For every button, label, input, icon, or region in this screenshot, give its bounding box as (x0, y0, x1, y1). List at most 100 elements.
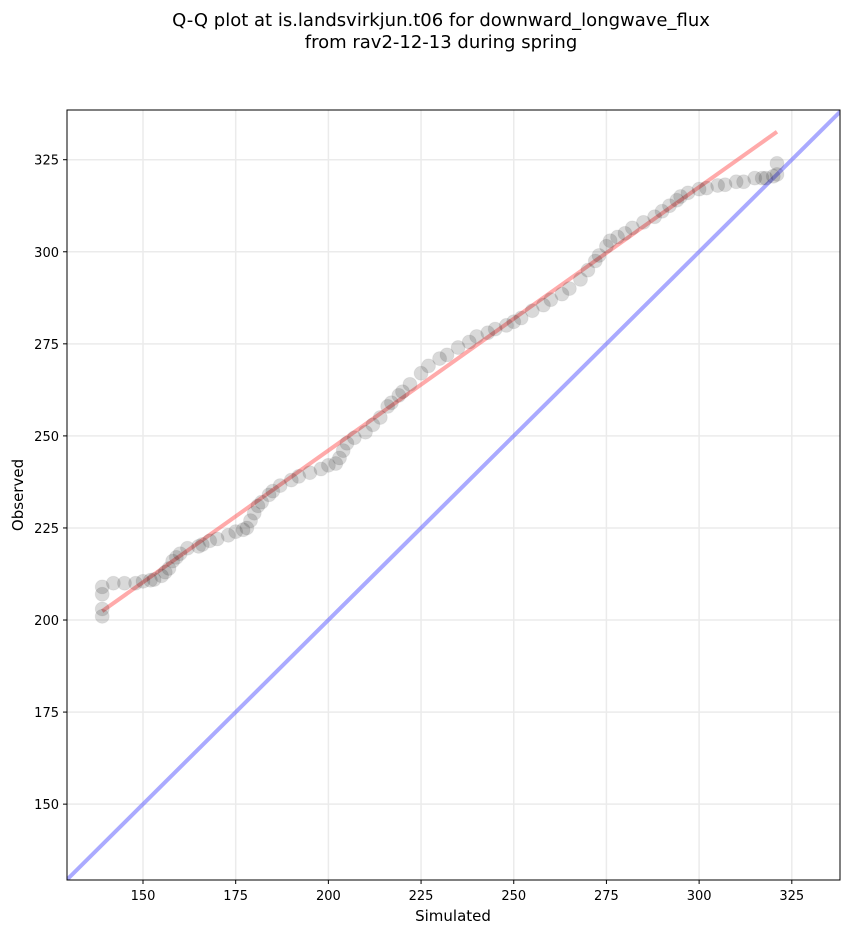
data-point (506, 314, 522, 330)
data-point (587, 253, 603, 269)
data-point (647, 209, 663, 225)
data-point (239, 520, 255, 536)
x-tick-label: 150 (131, 889, 156, 904)
data-point (617, 225, 633, 241)
identity-line (67, 110, 840, 880)
fit-line (101, 130, 779, 613)
data-point (372, 409, 388, 425)
data-point (543, 292, 559, 308)
x-tick-label: 275 (594, 889, 619, 904)
x-tick-label: 200 (316, 889, 341, 904)
data-point (94, 579, 110, 595)
data-point (754, 170, 770, 186)
data-point (220, 527, 236, 543)
data-point (535, 297, 551, 313)
data-point (202, 533, 218, 549)
y-tick-label: 325 (34, 154, 59, 169)
data-point (243, 513, 259, 529)
data-point (246, 505, 262, 521)
grid (67, 110, 840, 880)
x-tick-label: 175 (223, 889, 248, 904)
data-point (135, 573, 151, 589)
data-point (179, 540, 195, 556)
y-axis-label: Observed (9, 459, 27, 531)
data-point (357, 424, 373, 440)
data-point (165, 553, 181, 569)
data-point (554, 286, 570, 302)
data-point (420, 358, 436, 374)
data-point (710, 177, 726, 193)
data-point (395, 384, 411, 400)
y-tick-label: 275 (34, 338, 59, 353)
data-point (168, 549, 184, 565)
data-point (669, 192, 685, 208)
data-point (320, 457, 336, 473)
x-tick-label: 300 (687, 889, 712, 904)
data-point (380, 398, 396, 414)
y-tick-label: 250 (34, 430, 59, 445)
data-point (105, 575, 121, 591)
data-point (699, 180, 715, 196)
data-point (283, 472, 299, 488)
data-point (335, 443, 351, 459)
data-point (461, 334, 477, 350)
data-point (602, 233, 618, 249)
y-tick-label: 175 (34, 706, 59, 721)
data-point (513, 310, 529, 326)
data-point (228, 524, 244, 540)
data-point (487, 321, 503, 337)
data-point (191, 538, 207, 554)
data-point (94, 586, 110, 602)
data-point (146, 572, 162, 588)
data-point (591, 247, 607, 263)
data-point (598, 238, 614, 254)
data-point (128, 575, 144, 591)
data-point (302, 465, 318, 481)
y-tick-label: 300 (34, 246, 59, 261)
data-point (717, 177, 733, 193)
data-point (402, 376, 418, 392)
data-point (572, 271, 588, 287)
chart-title-line1: Q-Q plot at is.landsvirkjun.t06 for down… (172, 10, 710, 31)
data-point (758, 170, 774, 186)
data-point (172, 546, 188, 562)
data-point (161, 560, 177, 576)
data-point (769, 155, 785, 171)
data-point (498, 317, 514, 333)
data-point (328, 456, 344, 472)
tick-labels: 150 175 200 225 250 275 300 325 150 175 200 225 250 2… (34, 154, 804, 904)
data-point (383, 395, 399, 411)
data-point (291, 468, 307, 484)
x-axis-label: Simulated (415, 907, 491, 925)
data-point (116, 575, 132, 591)
data-point (580, 262, 596, 278)
data-point (142, 572, 158, 588)
data-point (450, 340, 466, 356)
data-point (339, 435, 355, 451)
y-tick-label: 150 (34, 798, 59, 813)
data-point (365, 417, 381, 433)
data-point (157, 564, 173, 580)
data-point (346, 430, 362, 446)
data-point (439, 347, 455, 363)
data-point (94, 608, 110, 624)
data-point (391, 387, 407, 403)
data-point (272, 478, 288, 494)
reference-lines (67, 110, 840, 880)
data-point (94, 601, 110, 617)
data-point (432, 351, 448, 367)
x-tick-label: 250 (501, 889, 526, 904)
data-point (331, 450, 347, 466)
y-tick-label: 200 (34, 614, 59, 629)
data-points (94, 155, 785, 624)
data-point (765, 168, 781, 184)
data-point (691, 181, 707, 197)
data-point (661, 198, 677, 214)
x-tick-label: 325 (779, 889, 804, 904)
data-point (154, 568, 170, 584)
data-point (654, 203, 670, 219)
data-point (624, 220, 640, 236)
data-point (736, 174, 752, 190)
axes-frame (66, 109, 841, 881)
